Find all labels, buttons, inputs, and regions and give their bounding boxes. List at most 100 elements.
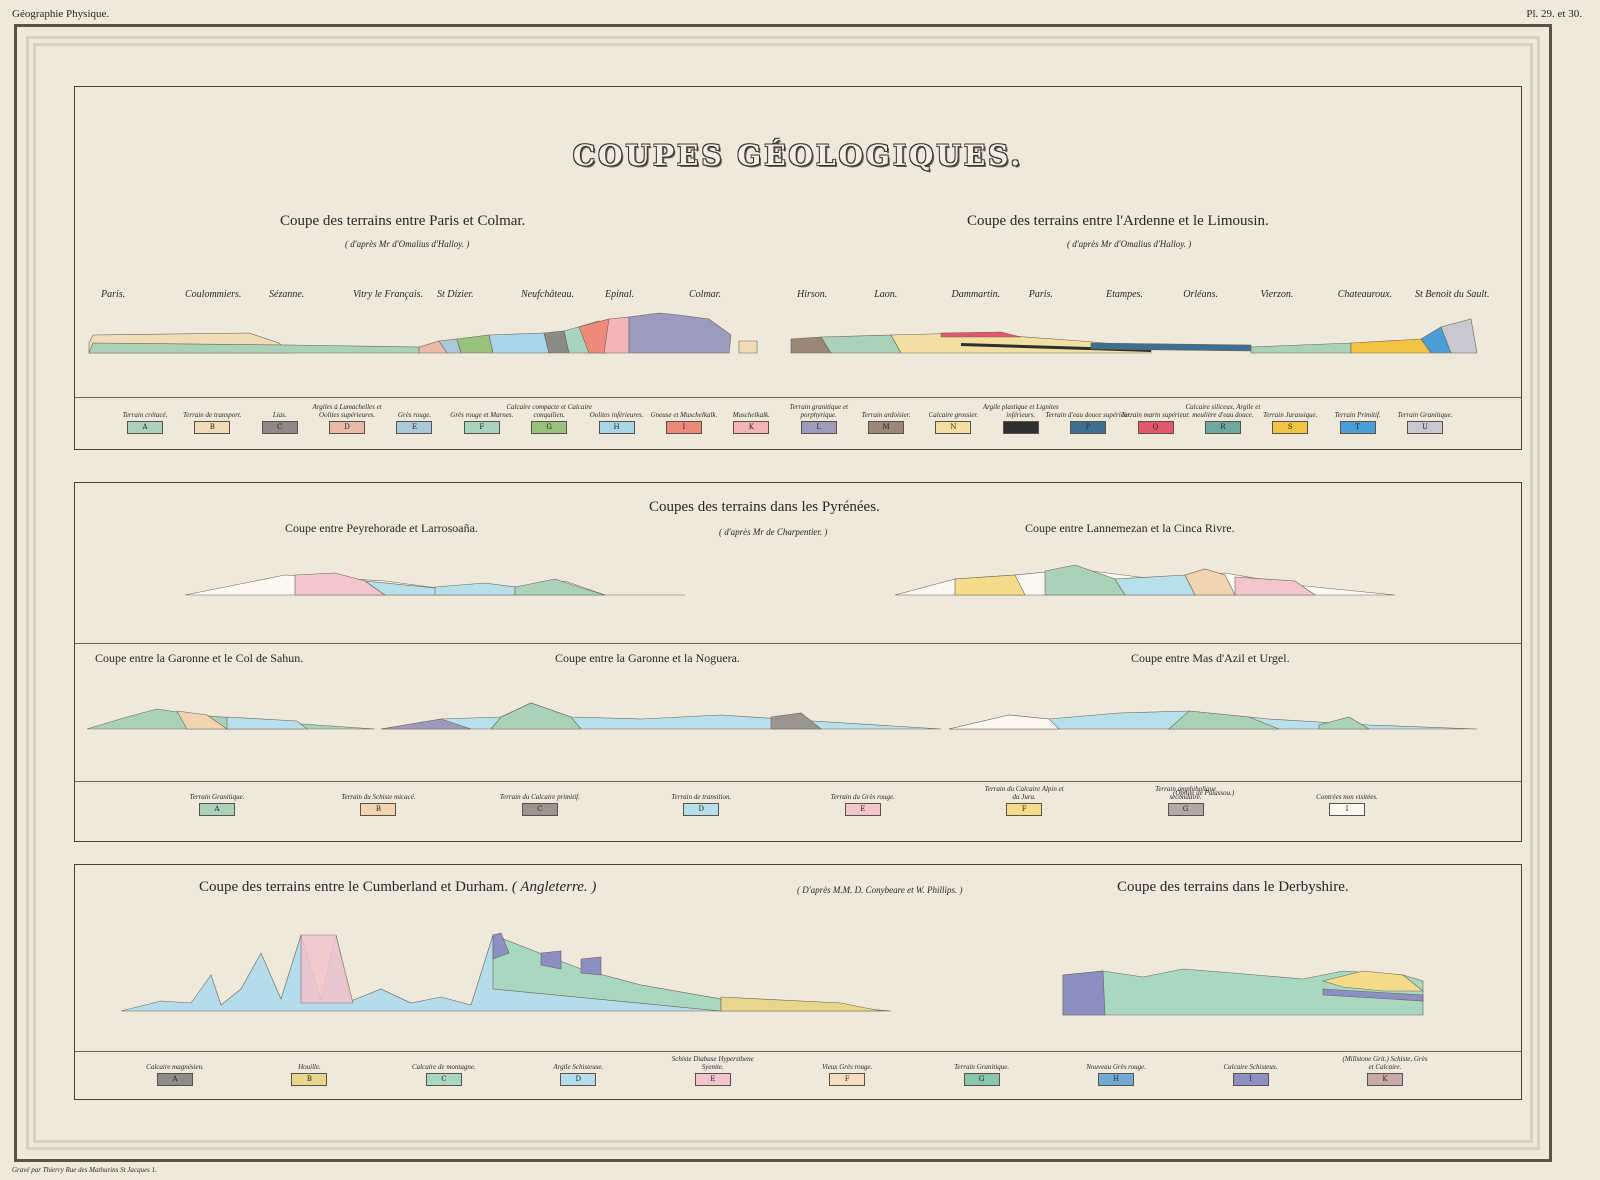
legend-swatch: E [844,803,881,816]
legend-label: Terrain amphibolique secondaire. [1155,785,1217,801]
cut-title-lannemezan: Coupe entre Lannemezan et la Cinca Rivre… [1025,521,1235,535]
place-name: Dammartin. [951,289,1001,300]
place-name: Coulommiers. [185,289,242,300]
legend-label: Muschelkalk. [732,411,770,419]
legend-item: Lias. C [237,401,323,434]
legend-label: Terrain Jurassique. [1262,411,1318,419]
legend-item: Calcaire grossier. N [910,401,996,434]
cut-title-mas-azil: Coupe entre Mas d'Azil et Urgel. [1131,651,1290,665]
legend-item: Schiste Diabase Hypersthene Syenite. E [670,1053,756,1086]
subtitle-ardenne-limousin: ( d'après Mr d'Omalius d'Halloy. ) [1067,239,1192,249]
legend-item: Nouveau Grès rouge. H [1073,1053,1159,1086]
legend-item: Calcaire siliceux, Argile et meulière d'… [1180,401,1266,434]
stratum-s [1350,338,1432,354]
legend-item: Oolites inférieures. H [574,401,660,434]
stratum-r [1250,342,1352,354]
legend-swatch: K [1367,1073,1403,1086]
legend-swatch: H [598,421,635,434]
cut-title-garonne-sahun: Coupe entre la Garonne et le Col de Sahu… [95,651,304,665]
legend-label: Terrain d'eau douce supérieur. [1045,411,1131,419]
profile-mas-azil [948,710,1478,730]
legend-item: Terrain crétacé. A [102,401,188,434]
legend-label: Terrain Granitique. [1397,411,1453,419]
legend-label: Terrain de transition. [671,793,732,801]
legend-label: Terrain du Calcaire Alpin et du Jura. [984,785,1064,801]
profile-garonne-sahun [86,708,376,730]
place-name: Laon. [874,289,898,300]
profile-lannemezan [894,564,1396,596]
legend-item: Terrain Granitique. G [939,1053,1025,1086]
legend-label: Terrain Primitif. [1334,411,1381,419]
legend-swatch: B [194,421,231,434]
legend-item: Calcaire compacte et Calcaire conquilien… [506,401,592,434]
stratum-a [88,342,420,354]
legend-label: Argile Schisteuse. [553,1063,604,1071]
legend-label: Lias. [272,411,287,419]
legend-item: Argile plastique et Lignites inférieurs.… [978,401,1064,434]
legend-swatch: E [694,1073,731,1086]
legend-swatch: L [800,421,837,434]
legend-label: Grès rouge. [397,411,432,419]
panel-cumberland-derbyshire: Coupe des terrains entre le Cumberland e… [74,864,1522,1100]
place-name: Sézanne. [269,289,305,300]
place-name: St Benoit du Sault. [1415,289,1490,300]
legend-item: Calcaire magnésien. A [132,1053,218,1086]
subtitle-pyrenees: ( d'après Mr de Charpentier. ) [719,527,828,537]
legend-swatch: T [1339,421,1376,434]
legend-swatch: K [733,421,770,434]
legend-swatch: E [396,421,433,434]
plate-header-right: Pl. 29. et 30. [1526,8,1582,20]
section-title-paris-colmar: Coupe des terrains entre Paris et Colmar… [280,213,526,229]
legend-swatch: A [199,803,235,816]
stratum-h [488,332,550,354]
legend-label: Terrain granitique et porphyrique. [789,403,848,419]
legend-item: Terrain du Grès rouge. E [820,783,906,816]
legend-label: Calcaire magnésien. [146,1063,204,1071]
legend-swatch: F [1006,803,1043,816]
legend-item: Terrain ardoisier. M [843,401,929,434]
legend-swatch: G [963,1073,1000,1086]
legend-swatch: N [935,421,972,434]
pyrenees-row-separator [75,643,1521,644]
place-name: Paris. [101,289,126,300]
legend-swatch: A [157,1073,193,1086]
legend-swatch: I [1232,1073,1269,1086]
legend-swatch: D [329,421,366,434]
legend-item: Gneuse et Muschelkalk. I [641,401,727,434]
legend-label: Terrain de transport. [183,411,242,419]
legend-item: Argiles à Lumachelles et Oolites supérie… [304,401,390,434]
legend-item: Terrain d'eau douce supérieur. P [1045,401,1131,434]
legend-item: Terrain de transition. D [658,783,744,816]
profile-paris-colmar [88,312,758,354]
legend-swatch: C [261,421,298,434]
legend-swatch: G [1167,803,1204,816]
legend-swatch: H [1098,1073,1135,1086]
legend-item: Terrain Jurassique. S [1247,401,1333,434]
legend-swatch: U [1407,421,1443,434]
place-name: Orléans. [1183,289,1218,300]
legend-swatch: R [1204,421,1241,434]
legend-label: Terrain marin supérieur. [1121,411,1190,419]
place-name: Etampes. [1106,289,1143,300]
cut-title-peyrehorade: Coupe entre Peyrehorade et Larrosoaña. [285,521,478,535]
engraver-credit: Gravé par Thierry Rue des Mathurins St J… [12,1166,157,1174]
legend-label: Calcaire siliceux, Argile et meulière d'… [1185,403,1261,419]
legend-swatch: I [1329,803,1365,816]
place-name: Colmar. [689,289,721,300]
place-name: Vitry le Français. [353,289,424,300]
legend-label: Terrain du Schiste micacé. [341,793,416,801]
outer-frame [14,24,1552,1162]
legend-label: Terrain Granitique. [189,793,245,801]
legend-label: Grès rouge et Marnes. [450,411,514,419]
legend-ophite-note: (Ophite de Palassou.) [1173,789,1235,797]
legend-item: Terrain marin supérieur. Q [1113,401,1199,434]
legend-item: Terrain Primitif. T [1315,401,1401,434]
legend-label: Terrain Granitique. [954,1063,1010,1071]
legend-label: Houille. [298,1063,321,1071]
place-name: St Dizier. [437,289,474,300]
profile-cumberland-durham [120,932,892,1012]
legend-item: Argile Schisteuse. D [535,1053,621,1086]
legend-item: Terrain du Calcaire primitif. C [497,783,583,816]
legend-item: (Millstone Grit.) Schiste, Grès et Calca… [1342,1053,1428,1086]
inner-frame [26,36,1540,1150]
